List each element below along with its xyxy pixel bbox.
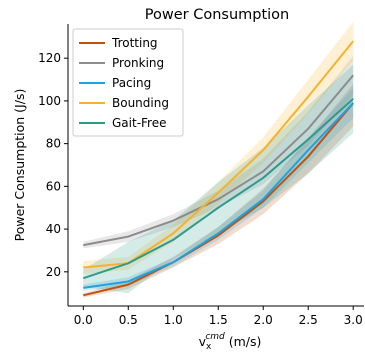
y-tick-label: 60 <box>46 179 61 193</box>
y-tick-label: 100 <box>38 94 61 108</box>
x-axis-label: vxcmd (m/s) <box>199 332 262 352</box>
legend-label-pronking: Pronking <box>112 56 164 70</box>
x-axis-ticks: 0.0 0.5 1.0 1.5 2.0 2.5 3.0 <box>74 306 363 327</box>
y-axis-ticks: 20 40 60 80 100 120 <box>38 51 68 279</box>
legend-label-pacing: Pacing <box>112 76 151 90</box>
legend-label-gait-free: Gait-Free <box>112 116 167 130</box>
x-tick-label: 0.0 <box>74 313 93 327</box>
y-tick-label: 40 <box>46 222 61 236</box>
legend: Trotting Pronking Pacing Bounding Gait-Free <box>73 29 183 136</box>
chart-title: Power Consumption <box>145 7 289 23</box>
legend-label-trotting: Trotting <box>111 36 158 50</box>
x-tick-label: 1.0 <box>164 313 183 327</box>
x-tick-label: 1.5 <box>209 313 228 327</box>
y-tick-label: 20 <box>46 265 61 279</box>
y-axis-label: Power Consumption (J/s) <box>12 89 27 242</box>
y-tick-label: 80 <box>46 137 61 151</box>
x-tick-label: 2.0 <box>254 313 273 327</box>
x-tick-label: 3.0 <box>344 313 363 327</box>
legend-label-bounding: Bounding <box>112 96 169 110</box>
x-tick-label: 0.5 <box>119 313 138 327</box>
x-tick-label: 2.5 <box>299 313 318 327</box>
y-tick-label: 120 <box>38 51 61 65</box>
